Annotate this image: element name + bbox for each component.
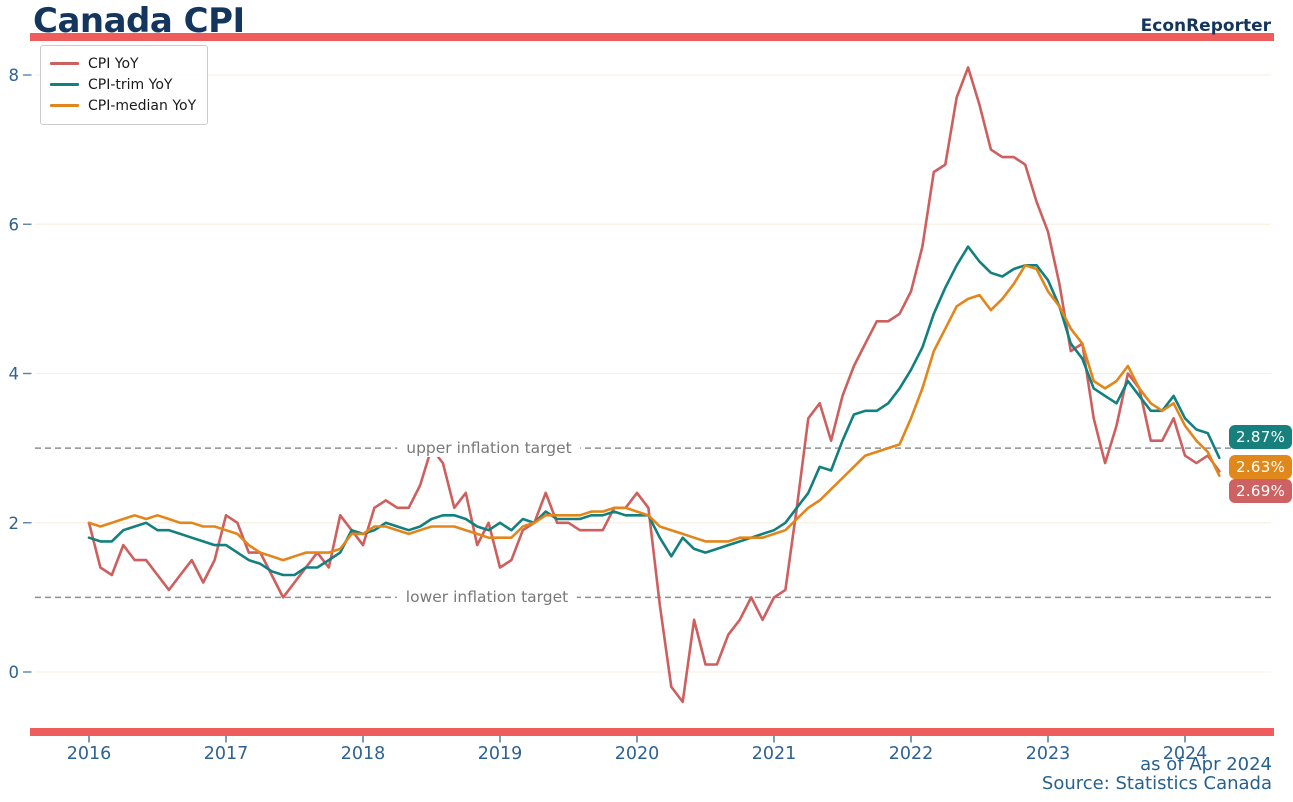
x-axis-tick-label: 2022 (889, 744, 934, 764)
x-axis-tick-label: 2017 (204, 744, 249, 764)
y-axis-tick-label: 2 (9, 514, 20, 533)
bottom-accent-bar (30, 728, 1274, 736)
legend-item-cpi: CPI YoY (50, 53, 196, 74)
series-line-cpi-yoy (87, 66, 1221, 704)
y-axis-tick-label: 4 (9, 365, 20, 384)
series-line-cpi-median-yoy (87, 263, 1221, 562)
x-axis-tick-label: 2019 (478, 744, 523, 764)
source-label: Source: Statistics Canada (1041, 773, 1272, 794)
cpi-line-swatch (50, 62, 79, 65)
x-axis-tick-label: 2016 (67, 744, 112, 764)
y-axis-tick-label: 6 (9, 215, 20, 234)
x-axis-tick-label: 2023 (1026, 744, 1071, 764)
legend-item-trim: CPI-trim YoY (50, 74, 196, 95)
x-axis-tick-label: 2020 (615, 744, 660, 764)
upper-inflation-target-label: upper inflation target (397, 439, 581, 457)
legend-label: CPI YoY (88, 55, 139, 72)
chart-legend: CPI YoY CPI-trim YoY CPI-median YoY (40, 45, 209, 125)
x-axis-tick-label: 2024 (1163, 744, 1208, 764)
x-axis-tick-label: 2021 (752, 744, 797, 764)
legend-label: CPI-median YoY (88, 97, 197, 114)
legend-label: CPI-trim YoY (88, 76, 173, 93)
top-accent-bar (30, 33, 1274, 41)
lower-inflation-target-label: lower inflation target (396, 588, 578, 606)
end-value-badge-cpi: 2.69% (1229, 479, 1293, 503)
as-of-label: as of Apr 2024 (1140, 754, 1272, 775)
trim-line-swatch (50, 83, 79, 86)
y-axis-tick-label: 0 (9, 663, 20, 682)
median-line-swatch (50, 104, 79, 107)
end-value-badge-trim: 2.87% (1229, 425, 1293, 449)
series-line-cpi-trim-yoy (87, 245, 1221, 577)
brand-logo: EconReporter (1140, 16, 1271, 36)
y-axis-tick-label: 8 (9, 66, 20, 85)
legend-item-median: CPI-median YoY (50, 95, 196, 116)
end-value-badge-median: 2.63% (1229, 455, 1293, 479)
x-axis-tick-label: 2018 (341, 744, 386, 764)
page-title: Canada CPI (33, 1, 245, 41)
